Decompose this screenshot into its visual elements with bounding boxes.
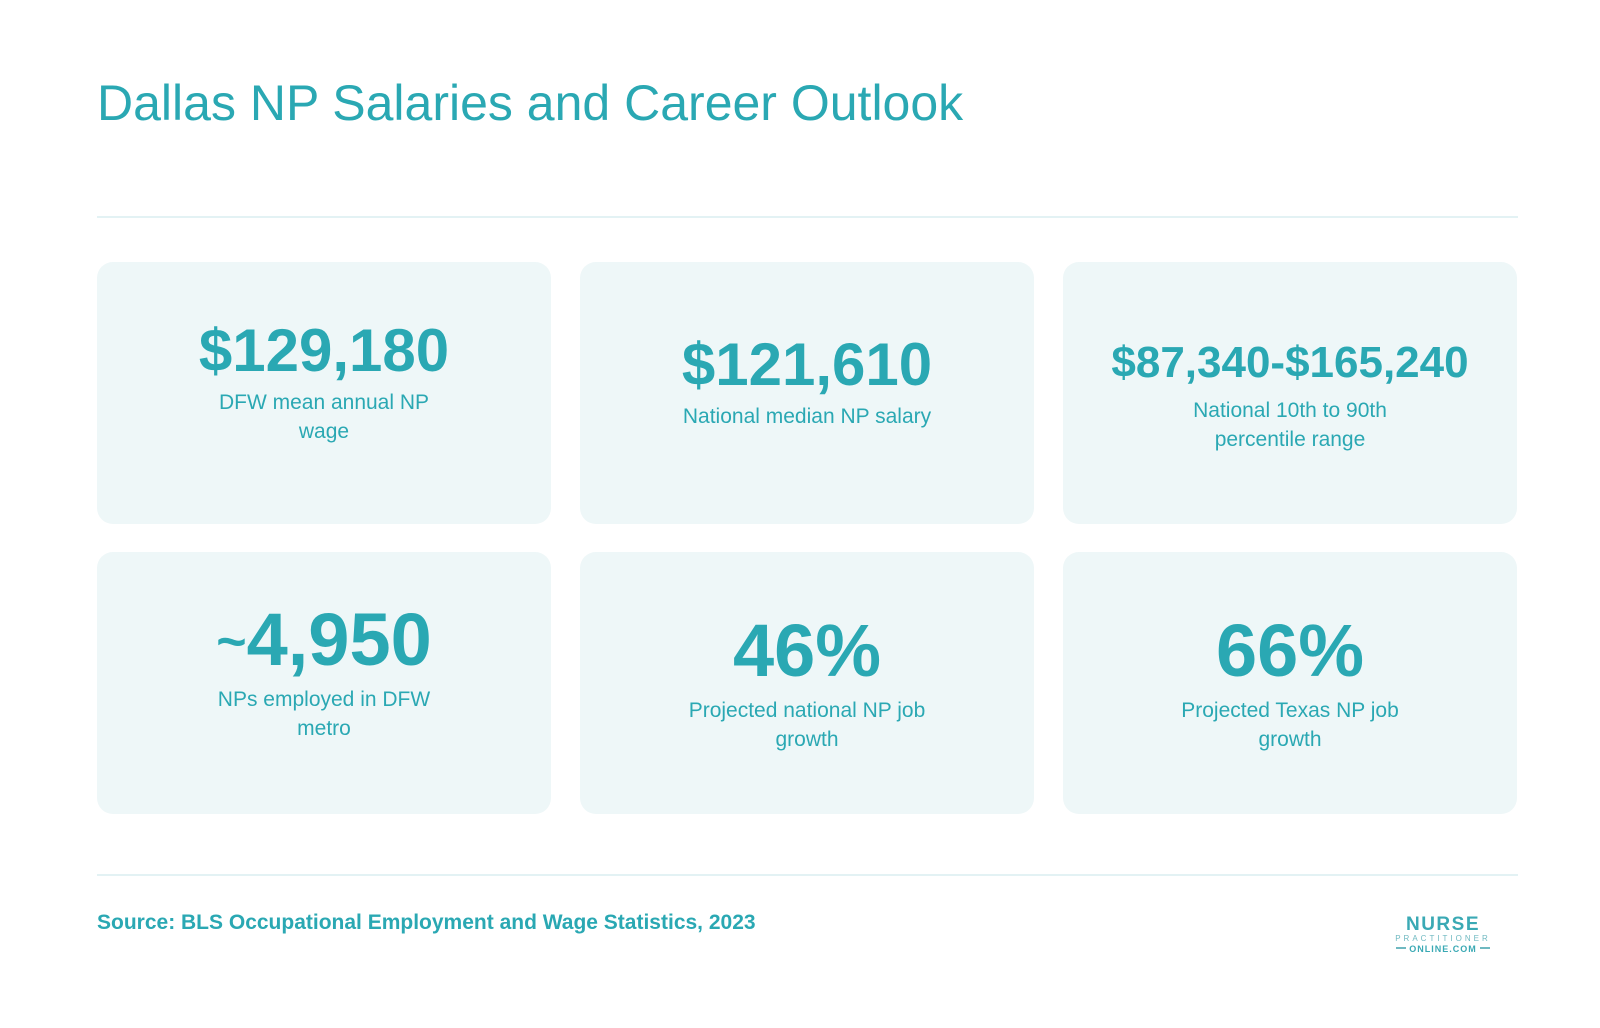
stat-label: DFW mean annual NP wage bbox=[218, 390, 430, 443]
stat-value: $129,180 bbox=[198, 316, 450, 384]
page-title: Dallas NP Salaries and Career Outlook bbox=[97, 75, 964, 131]
stat-number: 4,950 bbox=[246, 598, 432, 682]
stat-card-percentile-range: $87,340-$165,240 National 10th to 90th p… bbox=[1063, 262, 1517, 524]
stat-label: National 10th to 90th percentile range bbox=[1193, 399, 1387, 452]
stat-card-national-median-salary: $121,610 National median NP salary bbox=[580, 262, 1034, 524]
brand-logo: NURSE PRACTITIONER ONLINE.COM bbox=[1388, 914, 1498, 955]
stat-value: 66% bbox=[1215, 609, 1365, 693]
stat-label: National median NP salary bbox=[682, 405, 932, 428]
logo-line-online: ONLINE.COM bbox=[1388, 944, 1498, 955]
logo-line-practitioner: PRACTITIONER bbox=[1395, 934, 1491, 943]
stat-value: ~4,950 bbox=[216, 601, 432, 679]
stat-value: 46% bbox=[732, 609, 882, 693]
stat-card-texas-job-growth: 66% Projected Texas NP job growth bbox=[1063, 552, 1517, 814]
stat-value: $121,610 bbox=[681, 331, 933, 398]
logo-dash-left bbox=[1396, 947, 1407, 949]
stats-grid: $129,180 DFW mean annual NP wage $121,61… bbox=[97, 262, 1518, 814]
stat-card-dfw-mean-wage: $129,180 DFW mean annual NP wage bbox=[97, 262, 551, 524]
approx-prefix: ~ bbox=[216, 613, 247, 672]
stat-label: NPs employed in DFW metro bbox=[217, 687, 431, 740]
stat-label: Projected national NP job growth bbox=[688, 698, 926, 751]
stat-label: Projected Texas NP job growth bbox=[1181, 698, 1399, 751]
top-divider bbox=[97, 216, 1518, 218]
bottom-divider bbox=[97, 874, 1518, 876]
stat-card-national-job-growth: 46% Projected national NP job growth bbox=[580, 552, 1034, 814]
logo-line-nurse: NURSE bbox=[1405, 914, 1480, 935]
logo-line-online-text: ONLINE.COM bbox=[1409, 944, 1477, 954]
stat-value: $87,340-$165,240 bbox=[1111, 337, 1469, 387]
stat-card-nps-employed: ~4,950 NPs employed in DFW metro bbox=[97, 552, 551, 814]
source-citation: Source: BLS Occupational Employment and … bbox=[97, 911, 756, 934]
logo-dash-right bbox=[1479, 947, 1490, 949]
